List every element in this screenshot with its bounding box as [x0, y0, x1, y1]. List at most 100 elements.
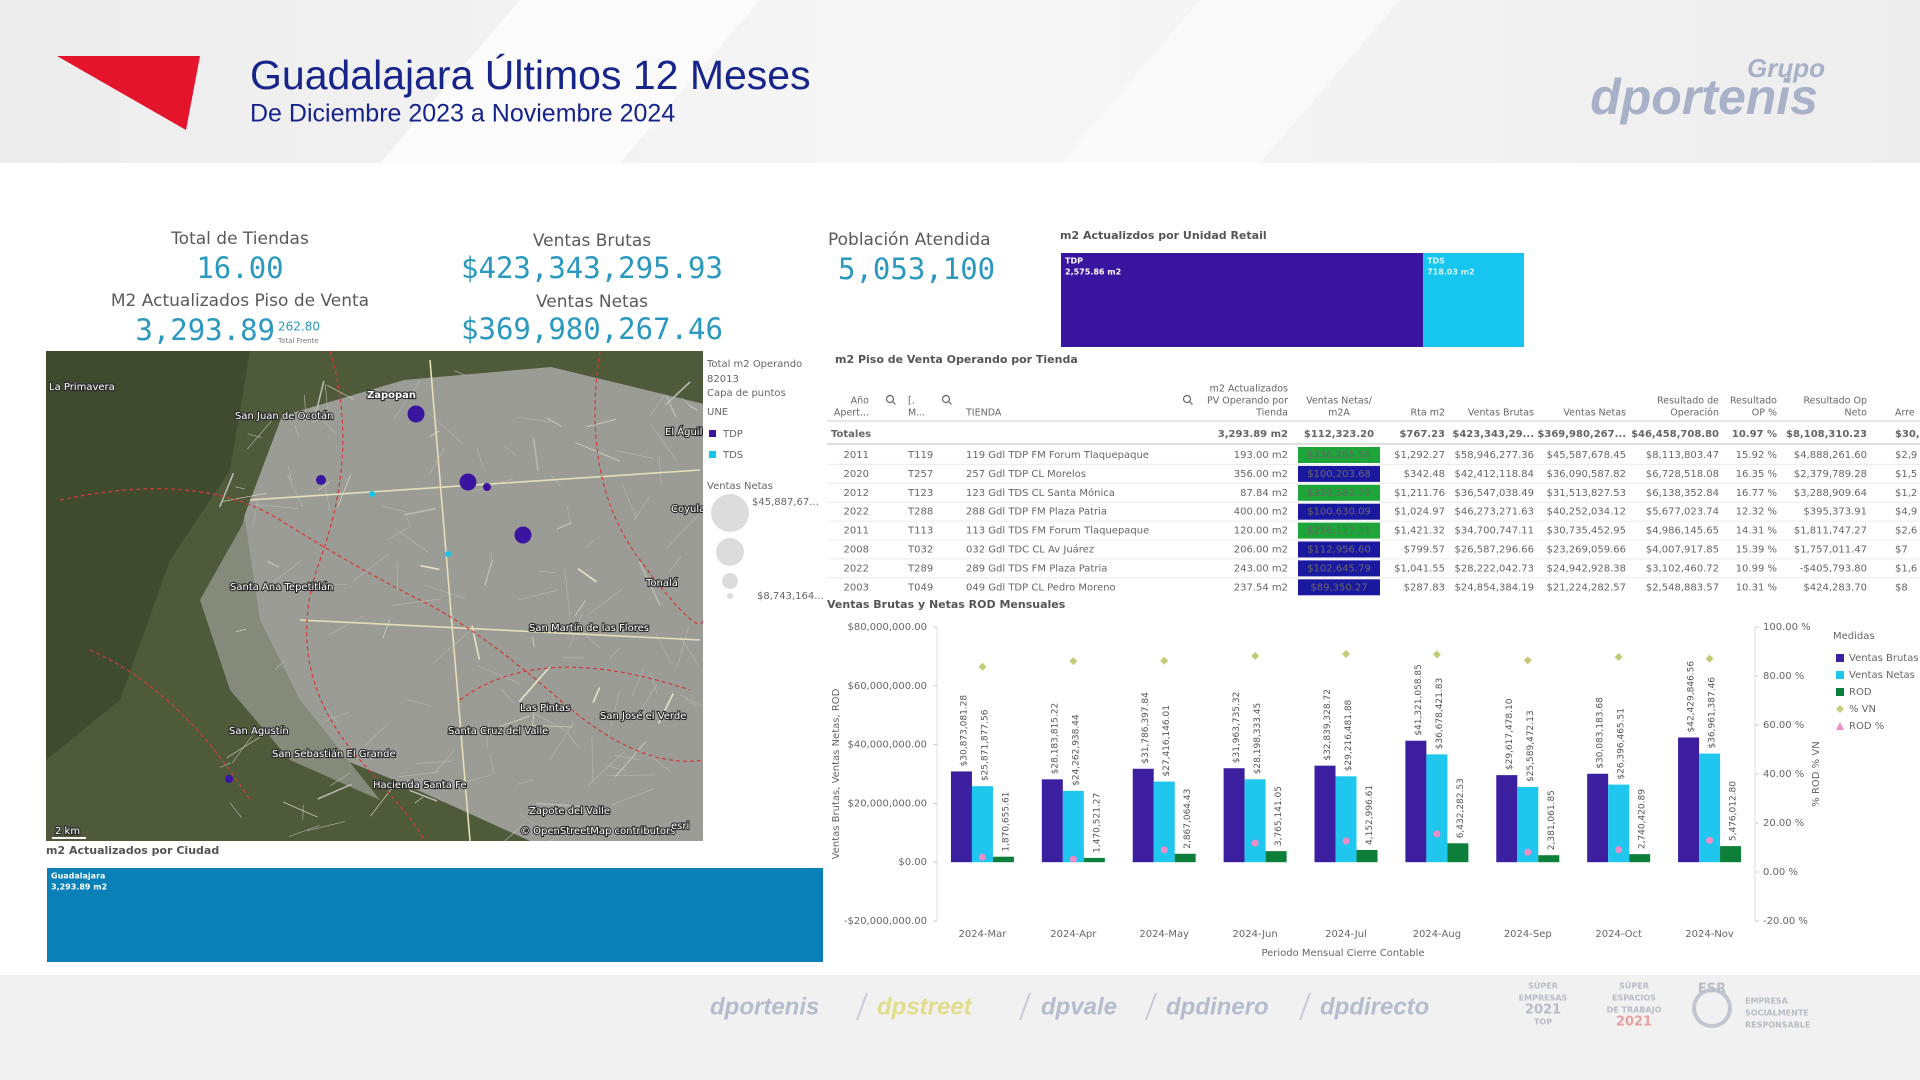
badge-text: TOP — [1534, 1018, 1552, 1027]
map-road — [531, 704, 536, 732]
search-icon[interactable] — [1182, 394, 1192, 404]
map-road — [567, 732, 580, 750]
table-cell: $89,350.27 — [1310, 582, 1367, 593]
data-label: 2,381,061.85 — [1547, 790, 1557, 850]
bar — [1223, 768, 1245, 863]
legend-swatch — [1836, 722, 1844, 730]
table-cell: $1,2 — [1895, 488, 1917, 499]
treemap-tile — [1061, 253, 1424, 347]
store-point[interactable] — [514, 526, 532, 544]
y-tick-label: -$20,000,000.00 — [844, 916, 927, 927]
table-cell: $236,205.59 — [1307, 450, 1371, 461]
legend-text: Capa de puntos — [707, 388, 786, 399]
search-icon[interactable] — [885, 394, 895, 404]
map-label: La Primavera — [49, 382, 115, 393]
table-cell: 2003 — [844, 582, 869, 593]
map[interactable]: La Primavera Zapopan San Juan de Ocotán El … — [46, 351, 735, 856]
store-point[interactable] — [225, 775, 233, 783]
point — [1251, 651, 1260, 660]
store-point[interactable] — [316, 475, 326, 485]
legend-size — [716, 538, 744, 566]
badge-text: DE TRABAJO — [1607, 1006, 1662, 1015]
column-header: m2A — [1328, 408, 1350, 419]
bar — [992, 856, 1014, 863]
bar — [1265, 851, 1287, 863]
map-road — [556, 522, 572, 530]
column-header: Rta m2 — [1411, 408, 1445, 419]
data-label: $30,083,183.68 — [1596, 697, 1606, 769]
table-cell: $799.57 — [1404, 545, 1445, 556]
store-point[interactable] — [459, 473, 477, 491]
treemap-value: 2,575.86 m2 — [1065, 268, 1121, 277]
legend-size-label: $8,743,164... — [757, 591, 824, 602]
table-cell: $31,513,827.53 — [1546, 488, 1626, 499]
y-axis-title: Ventas Brutas, Ventas Netas, ROD — [831, 688, 842, 859]
map-road — [307, 821, 345, 831]
store-point[interactable] — [369, 491, 375, 497]
map-road — [282, 801, 318, 818]
table-cell: 10.99 % — [1736, 563, 1777, 574]
table-cell: $100,630.09 — [1307, 507, 1371, 518]
map-label: Santa Cruz del Valle — [448, 726, 548, 737]
point — [1342, 837, 1350, 845]
table-cell: $24,854,384.19 — [1454, 582, 1534, 593]
table-cell: T257 — [907, 469, 933, 480]
map-road — [538, 570, 556, 574]
point — [1069, 657, 1078, 666]
x-tick-label: 2024-Mar — [958, 929, 1007, 940]
column-header: Ventas Netas/ — [1306, 396, 1373, 407]
map-road — [219, 762, 231, 768]
totals-cell: 3,293.89 m2 — [1218, 429, 1288, 440]
table-cell: 193.00 m2 — [1234, 450, 1288, 461]
map-road — [477, 665, 521, 685]
table-cell: $112,956.60 — [1307, 545, 1371, 556]
data-label: $32,839,328.72 — [1323, 689, 1333, 761]
map-road — [414, 796, 424, 804]
table-cell: 16.35 % — [1736, 469, 1777, 480]
map-road — [319, 584, 347, 586]
map-forest — [46, 351, 250, 760]
table-cell: 2012 — [844, 488, 869, 499]
legend-label: ROD % — [1849, 721, 1884, 732]
data-label: 5,476,012.80 — [1729, 781, 1739, 841]
map-label: © OpenStreetMap contributors — [520, 826, 675, 837]
map-road — [324, 711, 350, 722]
table-cell: $36,090,587.82 — [1546, 469, 1626, 480]
search-icon[interactable] — [941, 394, 951, 404]
map-label: Zapote del Valle — [529, 806, 610, 817]
table-cell: $4,9 — [1895, 507, 1917, 518]
map-road — [501, 689, 515, 704]
table-cell: 2020 — [844, 469, 869, 480]
highlight-cell — [1298, 522, 1380, 539]
table-cell: $1,024.97 — [1394, 507, 1445, 518]
bar — [1041, 779, 1063, 863]
store-point[interactable] — [483, 483, 491, 491]
bar — [1174, 853, 1196, 863]
store-point[interactable] — [445, 551, 451, 557]
table-cell: 049 Gdl TDP CL Pedro Moreno — [966, 582, 1116, 593]
map-road — [680, 636, 700, 666]
map-road — [649, 672, 659, 696]
footer-brand: dpdinero — [1166, 993, 1269, 1020]
map-road — [447, 774, 493, 788]
badge-text: ESPACIOS — [1612, 994, 1656, 1003]
kpi-label: Total de Tiendas — [170, 229, 309, 249]
data-label: 3,765,141.05 — [1274, 786, 1284, 846]
map-road — [577, 568, 597, 583]
map-road — [547, 417, 563, 428]
map-road — [267, 560, 280, 568]
map-road — [317, 783, 352, 800]
table-cell: $21,224,282.57 — [1546, 582, 1626, 593]
badge-text: RESPONSABLE — [1745, 1021, 1810, 1030]
search-icon-handle — [948, 401, 952, 405]
table-cell: $3,102,460.72 — [1646, 563, 1719, 574]
y2-tick-label: -20.00 % — [1763, 916, 1808, 927]
map-road — [657, 693, 674, 724]
table-cell: $1,211.76 — [1394, 488, 1445, 499]
bar — [1132, 768, 1154, 863]
store-point[interactable] — [407, 405, 425, 423]
map-label: Coyula — [671, 504, 705, 515]
table-cell: $23,269,059.66 — [1546, 545, 1626, 556]
x-tick-label: 2024-Jul — [1325, 929, 1367, 940]
